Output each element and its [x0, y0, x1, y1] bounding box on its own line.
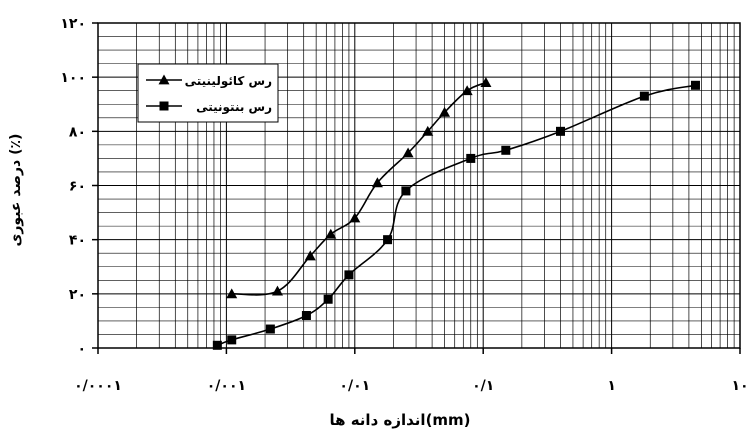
data-point [271, 285, 283, 296]
x-tick-label: ۰/۰۰۱ [207, 378, 246, 394]
data-point [226, 288, 238, 299]
x-axis-label: اندازه دانه ها(mm) [329, 411, 470, 429]
y-axis-label: درصد عبوری (٪) [8, 134, 24, 247]
y-tick-label: ۰ [77, 341, 86, 357]
data-point [265, 324, 275, 334]
data-point [466, 153, 476, 163]
data-point [422, 125, 434, 136]
data-point [639, 91, 649, 101]
y-tick-label: ۲۰ [69, 287, 86, 303]
series-line [217, 84, 696, 347]
series-layer [212, 77, 700, 350]
axis-labels: اندازه دانه ها(mm) درصد عبوری (٪) [8, 134, 471, 429]
data-point [349, 212, 361, 223]
data-point [556, 126, 566, 136]
x-tick-label: ۱ [607, 378, 616, 394]
x-tick-label: ۰/۱ [472, 378, 494, 394]
legend-box [137, 63, 279, 123]
data-point [371, 177, 383, 188]
x-tick-label: ۰/۰۰۰۱ [74, 378, 122, 394]
data-point [690, 80, 700, 90]
y-tick-label: ۱۰۰ [60, 70, 86, 86]
data-point [401, 186, 411, 196]
data-point [304, 250, 316, 261]
y-tick-label: ۶۰ [69, 179, 86, 195]
data-point [301, 311, 311, 320]
data-point [344, 270, 354, 280]
y-tick-label: ۱۲۰ [60, 16, 86, 32]
x-tick-label: ۰/۰۱ [339, 378, 370, 394]
axes: ۰ ۲۰ ۴۰ ۶۰ ۸۰ ۱۰۰ ۱۲۰ ۰/۰۰۰۱ ۰/۰۰۱ ۰/۰۱ ۰/۱ ۱ ۱۰ [60, 16, 748, 394]
y-tick-label: ۴۰ [69, 233, 86, 249]
series-kaolinite [226, 77, 492, 299]
legend-marker [159, 101, 169, 111]
legend: رس کائولینیتی رس بنتونیتی [137, 63, 279, 123]
data-point [480, 77, 492, 87]
data-point [325, 228, 337, 239]
data-point [439, 106, 451, 117]
y-tick-label: ۸۰ [69, 124, 86, 140]
legend-marker [158, 74, 170, 85]
legend-label: رس بنتونیتی [196, 100, 272, 115]
data-point [323, 294, 333, 304]
data-point [227, 335, 237, 345]
series-bentonite [212, 80, 700, 350]
legend-label: رس کائولینیتی [185, 74, 272, 89]
data-point [383, 235, 393, 245]
data-point [461, 85, 473, 96]
data-point [212, 340, 222, 350]
x-tick-label: ۱۰ [731, 378, 748, 394]
data-point [501, 145, 511, 155]
data-point [402, 147, 414, 158]
